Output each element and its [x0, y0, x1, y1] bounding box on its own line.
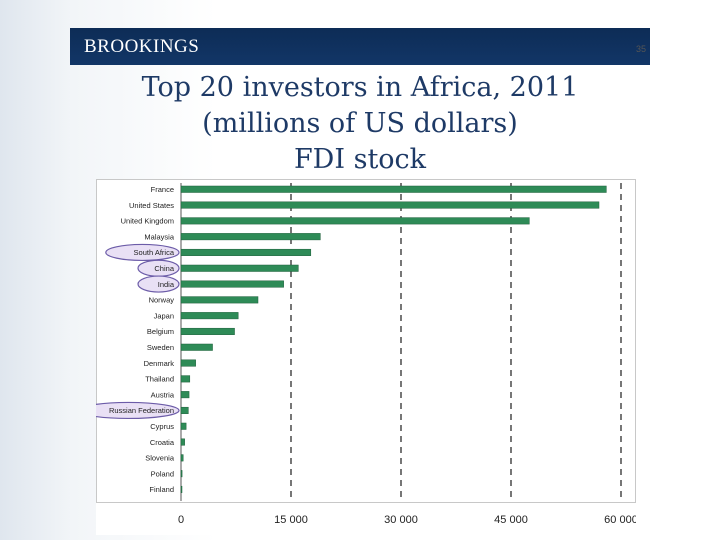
- slide-number: 35: [636, 44, 647, 54]
- bar: [180, 454, 184, 462]
- bar: [180, 248, 312, 256]
- bar: [180, 312, 239, 320]
- bar: [180, 280, 284, 288]
- header-bar: BROOKINGS: [70, 28, 650, 65]
- category-label: Finland: [149, 485, 174, 494]
- x-tick-label: 15 000: [274, 514, 308, 526]
- bar-chart: France United States United Kingdom Malaysi…: [96, 179, 636, 526]
- category-label: Sweden: [147, 343, 174, 352]
- category-label: France: [151, 185, 174, 194]
- chart-container: France United States United Kingdom Malaysi…: [96, 179, 636, 535]
- x-tick-label: 45 000: [494, 514, 528, 526]
- category-label: Austria: [151, 390, 175, 399]
- bar: [180, 201, 600, 209]
- category-label: Slovenia: [145, 454, 175, 463]
- highlight-oval: [105, 243, 180, 262]
- bar: [180, 438, 185, 446]
- bar: [180, 343, 213, 351]
- category-label: Malaysia: [144, 232, 174, 241]
- category-label: Belgium: [147, 327, 174, 336]
- brand-logo: BROOKINGS: [84, 36, 200, 57]
- bar: [180, 359, 196, 367]
- bar: [180, 391, 190, 399]
- category-label: Cyprus: [150, 422, 174, 431]
- category-label: United States: [129, 201, 174, 210]
- bar: [180, 296, 259, 304]
- bar: [180, 375, 191, 383]
- title-line-1: Top 20 investors in Africa, 2011: [141, 72, 579, 103]
- category-label: Croatia: [150, 438, 175, 447]
- category-label: United Kingdom: [121, 217, 174, 226]
- category-label: Poland: [151, 469, 174, 478]
- category-label: India: [158, 280, 175, 289]
- title-line-3: FDI stock: [293, 144, 427, 175]
- bar: [180, 233, 321, 241]
- bar: [180, 217, 530, 225]
- category-label: Japan: [154, 311, 174, 320]
- bar: [180, 406, 189, 414]
- x-tick-label: 0: [178, 514, 184, 526]
- bar: [180, 185, 607, 193]
- plot-frame: [96, 179, 636, 503]
- bar: [180, 485, 183, 493]
- x-tick-label: 30 000: [384, 514, 418, 526]
- bar: [180, 327, 235, 335]
- title-line-2: (millions of US dollars): [202, 108, 518, 139]
- category-label: Denmark: [144, 359, 175, 368]
- highlight-oval: [137, 275, 180, 293]
- category-label: China: [154, 264, 174, 273]
- slide-title: Top 20 investors in Africa, 2011 (millio…: [60, 70, 660, 178]
- category-label: South Africa: [134, 248, 175, 257]
- bar: [180, 264, 299, 272]
- bar: [180, 422, 187, 430]
- category-label: Norway: [149, 296, 175, 305]
- category-label: Russian Federation: [109, 406, 174, 415]
- x-tick-label: 60 000: [604, 514, 636, 526]
- bar: [180, 470, 183, 478]
- highlight-oval: [96, 401, 180, 420]
- category-label: Thailand: [145, 375, 174, 384]
